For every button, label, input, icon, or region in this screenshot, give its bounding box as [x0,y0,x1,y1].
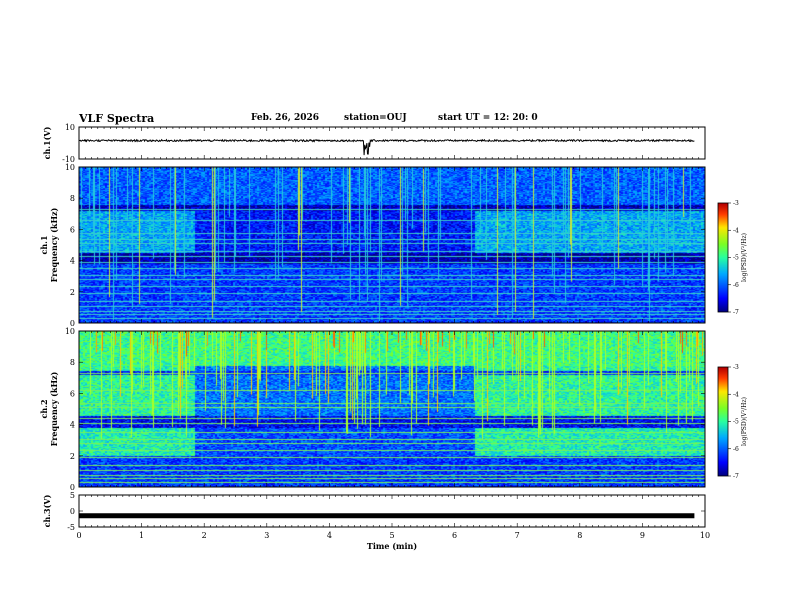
y-tick-label-panel-3: 0 [70,483,75,492]
y-axis-label-panel-1: ch.1(V) [42,126,52,159]
colorbar-ch2 [718,367,728,476]
x-tick-label: 0 [76,531,81,540]
y-tick-label-panel-2: 4 [70,257,75,266]
y-tick-label-panel-2: 2 [70,288,75,297]
x-tick-label: 9 [640,531,645,540]
x-tick-label: 10 [700,531,710,540]
colorbar-label-ch1: log(PSD)(V²/Hz) [741,233,748,282]
plot-title: VLF Spectra [79,112,155,125]
panel-frame-1 [78,126,706,160]
y-tick-label-panel-2: 8 [70,194,75,203]
start-time-label: start UT = 12: 20: 0 [438,113,538,123]
y-tick-label-panel-1: -10 [62,155,75,164]
station-label: station=OUJ [344,113,407,123]
y-axis-label-panel-2-a: ch.1 [39,235,49,254]
date-label: Feb. 26, 2026 [251,113,320,123]
y-tick-label-panel-2: 10 [65,163,75,172]
colorbar-tick-label-ch2: -6 [733,446,739,453]
y-axis-label-panel-2-b: Frequency (kHz) [49,207,59,282]
y-tick-label-panel-3: 10 [65,327,75,336]
colorbar-ch1 [718,203,728,312]
x-tick-label: 4 [327,531,332,540]
x-tick-label: 2 [202,531,207,540]
y-axis-label-panel-4: ch.3(V) [42,494,52,527]
colorbar-tick-label-ch1: -6 [733,282,739,289]
x-tick-label: 6 [452,531,457,540]
y-tick-label-panel-3: 4 [70,421,75,430]
x-tick-label: 8 [577,531,582,540]
ch1-voltage-trace [78,138,695,156]
y-tick-label-panel-3: 2 [70,452,75,461]
colorbar-tick-label-ch1: -7 [733,309,739,316]
colorbar-tick-label-ch2: -4 [733,391,739,398]
x-tick-label: 5 [389,531,394,540]
x-tick-label: 3 [264,531,269,540]
colorbar-tick-label-ch2: -7 [733,473,739,480]
y-tick-label-panel-1: 10 [65,123,75,132]
y-tick-label-panel-2: 0 [70,319,75,328]
y-axis-label-panel-3-a: ch.2 [39,399,49,418]
colorbar-tick-label-ch2: -5 [733,419,739,426]
x-tick-label: 7 [515,531,520,540]
x-axis-label: Time (min) [367,541,417,551]
y-tick-label-panel-3: 6 [70,389,75,398]
y-tick-label-panel-4: 5 [70,491,75,500]
spectrogram-ch2 [79,331,705,487]
spectrogram-ch1 [79,167,705,323]
colorbar-tick-label-ch2: -3 [733,364,739,371]
y-tick-label-panel-3: 8 [70,358,75,367]
colorbar-tick-label-ch1: -5 [733,255,739,262]
colorbar-tick-label-ch1: -3 [733,200,739,207]
x-tick-label: 1 [139,531,144,540]
y-tick-label-panel-4: -5 [67,523,75,532]
panel-frame-4 [78,494,706,528]
y-tick-label-panel-4: 0 [70,507,75,516]
colorbar-tick-label-ch1: -4 [733,227,739,234]
y-tick-label-panel-2: 6 [70,225,75,234]
y-axis-label-panel-3-b: Frequency (kHz) [49,371,59,446]
colorbar-label-ch2: log(PSD)(V²/Hz) [741,397,748,446]
